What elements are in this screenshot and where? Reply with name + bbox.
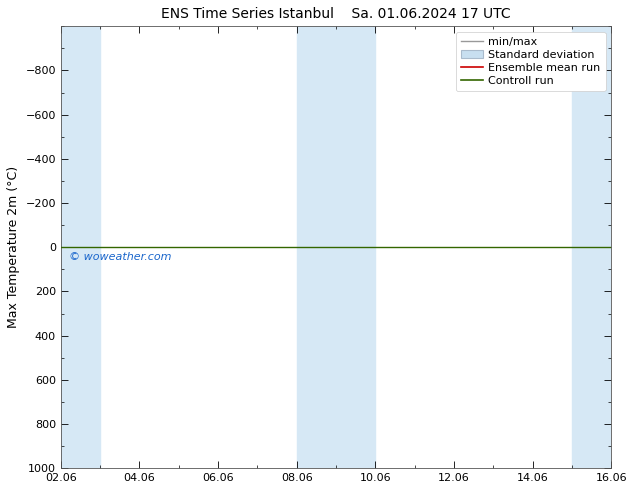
Bar	[297, 26, 375, 468]
Bar	[572, 26, 611, 468]
Text: © woweather.com: © woweather.com	[69, 252, 172, 262]
Title: ENS Time Series Istanbul    Sa. 01.06.2024 17 UTC: ENS Time Series Istanbul Sa. 01.06.2024 …	[161, 7, 511, 21]
Legend: min/max, Standard deviation, Ensemble mean run, Controll run: min/max, Standard deviation, Ensemble me…	[456, 32, 605, 91]
Bar	[61, 26, 100, 468]
Y-axis label: Max Temperature 2m (°C): Max Temperature 2m (°C)	[7, 166, 20, 328]
